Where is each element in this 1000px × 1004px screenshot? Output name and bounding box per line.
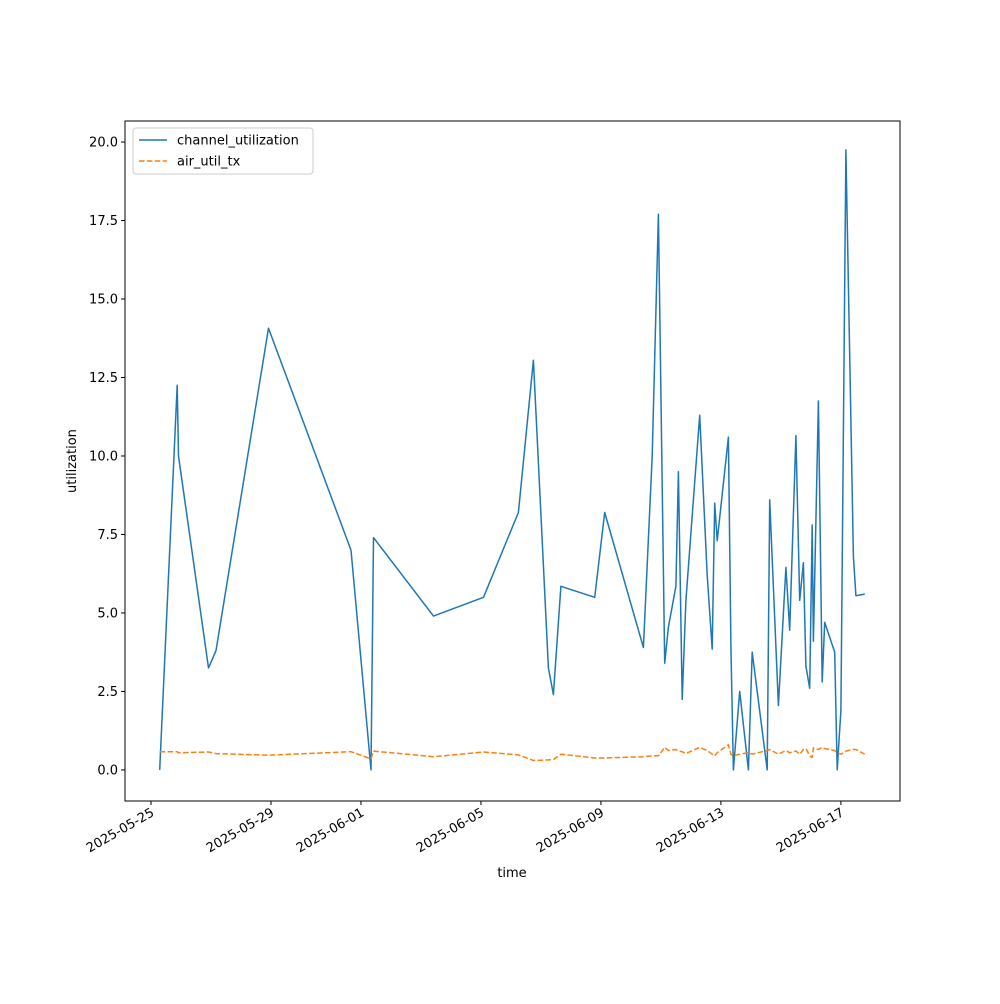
y-tick-label: 12.5 — [89, 371, 118, 386]
x-tick-label: 2025-06-17 — [774, 805, 847, 856]
legend-label: air_util_tx — [177, 155, 241, 170]
legend-label: channel_utilization — [177, 134, 299, 149]
y-tick-label: 17.5 — [89, 214, 118, 229]
x-tick-label: 2025-06-13 — [654, 805, 727, 856]
x-tick-label: 2025-06-01 — [294, 805, 367, 856]
y-tick-label: 2.5 — [97, 685, 118, 700]
x-tick-label: 2025-05-29 — [204, 805, 277, 856]
y-tick-label: 7.5 — [97, 528, 118, 543]
y-tick-label: 20.0 — [89, 136, 118, 151]
y-tick-label: 5.0 — [97, 606, 118, 621]
x-tick-label: 2025-06-05 — [414, 805, 487, 856]
y-tick-label: 10.0 — [89, 449, 118, 464]
y-axis-label: utilization — [65, 429, 80, 493]
x-axis-label: time — [497, 866, 526, 881]
y-tick-label: 0.0 — [97, 763, 118, 778]
x-tick-label: 2025-05-25 — [84, 805, 157, 856]
series-line — [159, 744, 866, 762]
y-tick-label: 15.0 — [89, 293, 118, 308]
legend-box — [132, 127, 314, 175]
series-line — [158, 149, 865, 771]
x-tick-label: 2025-06-09 — [534, 805, 607, 856]
plot-frame — [124, 120, 901, 802]
